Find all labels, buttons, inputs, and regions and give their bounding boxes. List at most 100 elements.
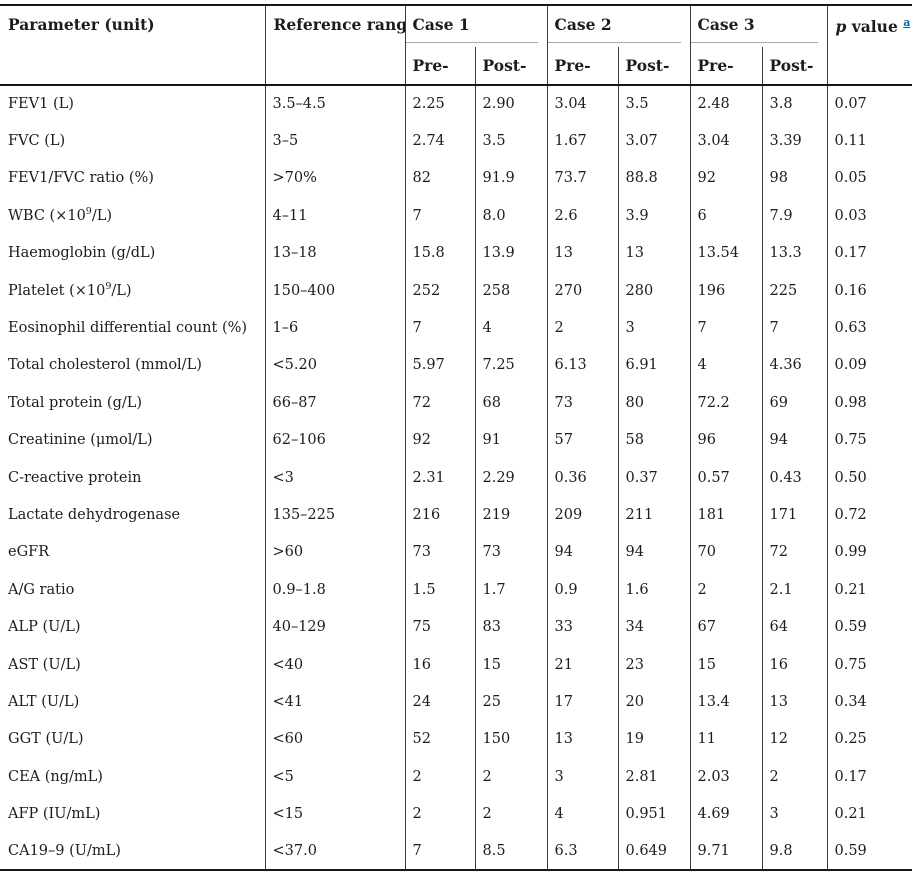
case3-pre-cell: 4.69 <box>689 795 762 833</box>
case3-post-cell: 7 <box>761 309 827 347</box>
case2-pre-cell: 13 <box>546 720 618 759</box>
p-value-cell: 0.05 <box>826 159 912 198</box>
case1-pre-cell: 7 <box>404 309 475 347</box>
p-value-cell: 0.59 <box>826 832 912 871</box>
case1-pre-cell: 5.97 <box>404 346 475 385</box>
parameter-cell: GGT (U/L) <box>8 731 84 748</box>
p-value-cell: 0.07 <box>826 85 912 123</box>
footnote-a-link[interactable]: a <box>903 16 911 29</box>
reference-range-cell: 40–129 <box>264 608 405 646</box>
case2-pre-cell: 1.67 <box>546 122 618 160</box>
case3-pre-cell: 7 <box>689 309 762 347</box>
case3-pre-cell: 67 <box>689 608 762 646</box>
reference-range-cell: <5 <box>264 758 405 796</box>
case1-post-cell: 83 <box>474 608 547 646</box>
col-header-case1: Case 1 <box>404 5 547 47</box>
case3-pre-cell: 0.57 <box>689 458 762 497</box>
case1-pre-cell: 1.5 <box>404 571 475 609</box>
reference-range-cell: 135–225 <box>264 496 405 534</box>
parameter-cell: FVC (L) <box>8 133 66 150</box>
case1-post-cell: 73 <box>474 533 547 572</box>
col-header-reference-range: Reference range <box>264 5 405 86</box>
case2-post-cell: 280 <box>617 271 690 310</box>
case2-pre-cell: 2.6 <box>546 197 618 235</box>
parameter-cell: Eosinophil differential count (%) <box>8 320 248 337</box>
parameter-cell: Platelet (×109/L) <box>8 280 132 299</box>
case1-pre-cell: 2.74 <box>404 122 475 160</box>
case1-pre-cell: 16 <box>404 645 475 684</box>
case2-post-cell: 23 <box>617 645 690 684</box>
case3-post-cell: 13 <box>761 683 827 721</box>
case3-post-cell: 3.39 <box>761 122 827 160</box>
case2-post-cell: 1.6 <box>617 571 690 609</box>
case2-post-cell: 34 <box>617 608 690 646</box>
p-value-cell: 0.17 <box>826 758 912 796</box>
case3-pre-cell: 4 <box>689 346 762 385</box>
table-row: Eosinophil differential count (%) 1–6 7 … <box>0 309 912 347</box>
reference-range-cell: 0.9–1.8 <box>264 571 405 609</box>
case1-post-cell: 150 <box>474 720 547 759</box>
reference-range-cell: 62–106 <box>264 421 405 459</box>
table-row: ALT (U/L) <41 24 25 17 20 13.4 13 0.34 <box>0 683 912 721</box>
p-value-cell: 0.59 <box>826 608 912 646</box>
case2-pre-cell: 3.04 <box>546 85 618 123</box>
table-row: A/G ratio 0.9–1.8 1.5 1.7 0.9 1.6 2 2.1 … <box>0 571 912 609</box>
parameter-cell: AST (U/L) <box>8 656 81 673</box>
header-group-row: Parameter (unit) Reference range Case 1 … <box>0 5 912 86</box>
table-body: FEV1 (L) 3.5–4.5 2.25 2.90 3.04 3.5 2.48… <box>0 85 912 871</box>
parameter-cell: Lactate dehydrogenase <box>8 506 181 523</box>
case3-post-cell: 94 <box>761 421 827 459</box>
case1-pre-cell: 2 <box>404 795 475 833</box>
case2-pre-cell: 3 <box>546 758 618 796</box>
reference-range-cell: <41 <box>264 683 405 721</box>
reference-range-cell: 150–400 <box>264 271 405 310</box>
case1-post-cell: 91 <box>474 421 547 459</box>
case2-post-cell: 3.5 <box>617 85 690 123</box>
case1-pre-cell: 216 <box>404 496 475 534</box>
parameter-cell: FEV1 (L) <box>8 96 74 113</box>
reference-range-cell: >60 <box>264 533 405 572</box>
case1-post-cell: 2 <box>474 758 547 796</box>
case2-pre-cell: 94 <box>546 533 618 572</box>
case1-post-cell: 68 <box>474 384 547 422</box>
case1-pre-cell: 7 <box>404 197 475 235</box>
case1-post-cell: 8.0 <box>474 197 547 235</box>
case2-pre-cell: 2 <box>546 309 618 347</box>
case3-pre-cell: 11 <box>689 720 762 759</box>
case3-pre-cell: 181 <box>689 496 762 534</box>
reference-range-cell: <15 <box>264 795 405 833</box>
case3-post-cell: 4.36 <box>761 346 827 385</box>
parameter-cell: C-reactive protein <box>8 469 142 486</box>
p-value-cell: 0.21 <box>826 571 912 609</box>
case1-pre-cell: 2 <box>404 758 475 796</box>
case1-pre-cell: 24 <box>404 683 475 721</box>
case3-post-cell: 72 <box>761 533 827 572</box>
case2-pre-cell: 270 <box>546 271 618 310</box>
case1-pre-cell: 252 <box>404 271 475 310</box>
reference-range-cell: 3.5–4.5 <box>264 85 405 123</box>
reference-range-cell: 66–87 <box>264 384 405 422</box>
case3-post-cell: 171 <box>761 496 827 534</box>
case1-pre-header: Pre- <box>404 47 475 86</box>
parameter-cell: FEV1/FVC ratio (%) <box>8 170 154 187</box>
case1-post-cell: 2.29 <box>474 458 547 497</box>
case1-pre-cell: 92 <box>404 421 475 459</box>
case3-post-cell: 13.3 <box>761 234 827 272</box>
parameter-cell: Total protein (g/L) <box>8 394 143 411</box>
case2-pre-cell: 73.7 <box>546 159 618 198</box>
case1-pre-cell: 2.25 <box>404 85 475 123</box>
parameter-cell: Haemoglobin (g/dL) <box>8 245 156 262</box>
case3-pre-cell: 9.71 <box>689 832 762 871</box>
case2-pre-cell: 6.3 <box>546 832 618 871</box>
case1-post-cell: 8.5 <box>474 832 547 871</box>
case2-pre-cell: 73 <box>546 384 618 422</box>
case3-post-header: Post- <box>761 47 827 86</box>
case2-pre-cell: 33 <box>546 608 618 646</box>
case1-post-cell: 15 <box>474 645 547 684</box>
case2-post-cell: 211 <box>617 496 690 534</box>
case1-post-cell: 2 <box>474 795 547 833</box>
case3-pre-cell: 3.04 <box>689 122 762 160</box>
case1-post-cell: 91.9 <box>474 159 547 198</box>
parameter-cell: CA19–9 (U/mL) <box>8 843 121 859</box>
table-row: Creatinine (μmol/L) 62–106 92 91 57 58 9… <box>0 421 912 459</box>
